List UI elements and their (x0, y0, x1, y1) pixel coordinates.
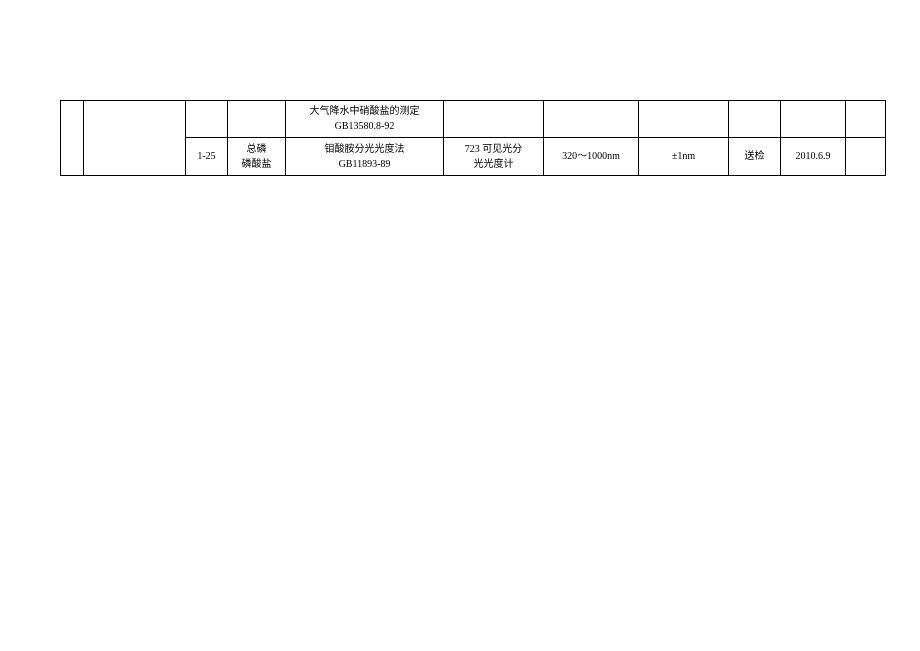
table-cell (444, 101, 544, 138)
cell-text: 2010.6.9 (796, 151, 831, 162)
table-cell (846, 101, 886, 138)
cell-text: 钼酸胺分光光度法 (325, 144, 405, 155)
cell-text: 723 可见光分 (465, 144, 523, 155)
table-cell: ±1nm (639, 138, 729, 176)
table-cell: 钼酸胺分光光度法 GB11893-89 (286, 138, 444, 176)
cell-text: 1-25 (197, 151, 215, 162)
cell-text: GB13580.8-92 (335, 121, 395, 132)
cell-text: GB11893-89 (339, 159, 391, 170)
table-cell (781, 101, 846, 138)
table-cell (186, 101, 228, 138)
table-cell: 2010.6.9 (781, 138, 846, 176)
table-cell: 723 可见光分 光光度计 (444, 138, 544, 176)
table-row: 大气降水中硝酸盐的测定 GB13580.8-92 (61, 101, 886, 138)
table-cell: 1-25 (186, 138, 228, 176)
cell-text: 磷酸盐 (242, 159, 272, 170)
cell-text: 送检 (745, 151, 765, 162)
table-cell: 大气降水中硝酸盐的测定 GB13580.8-92 (286, 101, 444, 138)
cell-text: 光光度计 (474, 159, 514, 170)
document-table-container: 大气降水中硝酸盐的测定 GB13580.8-92 1-25 总磷 磷酸盐 钼酸胺… (60, 100, 885, 176)
table-cell: 总磷 磷酸盐 (228, 138, 286, 176)
table-cell (84, 101, 186, 176)
table-cell (61, 101, 84, 176)
table-cell (729, 101, 781, 138)
table-cell (228, 101, 286, 138)
table-cell (544, 101, 639, 138)
table-cell: 320～1000nm (544, 138, 639, 176)
table-cell (846, 138, 886, 176)
cell-text: 大气降水中硝酸盐的测定 (310, 106, 420, 117)
data-table: 大气降水中硝酸盐的测定 GB13580.8-92 1-25 总磷 磷酸盐 钼酸胺… (60, 100, 886, 176)
table-cell: 送检 (729, 138, 781, 176)
cell-text: 总磷 (247, 144, 267, 155)
table-cell (639, 101, 729, 138)
cell-text: 320～1000nm (562, 151, 620, 162)
cell-text: ±1nm (672, 151, 695, 162)
